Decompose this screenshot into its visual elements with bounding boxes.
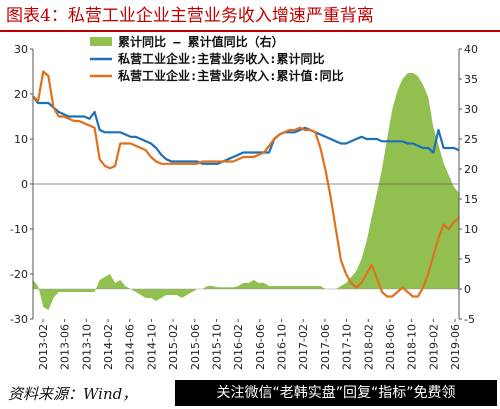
x-tick-label: 2013-02	[37, 324, 50, 370]
x-tick-label: 2018-02	[362, 324, 375, 370]
x-tick-label: 2015-10	[210, 324, 223, 370]
right-tick-label: 35	[464, 73, 478, 86]
source-note: 资料来源：Wind，	[8, 385, 138, 403]
x-tick-label: 2015-06	[189, 324, 202, 370]
footer: 资料来源：Wind， 关注微信“老韩实盘”回复“指标”免费领	[0, 378, 500, 409]
area-layer	[33, 73, 459, 310]
right-tick-label: -5	[464, 313, 475, 326]
legend-label-blue: 私营工业企业:主营业务收入:累计同比	[117, 51, 324, 66]
left-tick-label: -10	[10, 223, 28, 236]
zero-lines	[33, 183, 459, 290]
right-tick-label: 40	[464, 43, 478, 56]
x-tick-label: 2013-06	[59, 324, 72, 370]
line-series-cumulative-value-yoy	[32, 70, 460, 298]
x-tick-label: 2017-02	[297, 324, 310, 370]
x-tick-label: 2014-06	[124, 324, 137, 370]
left-tick-label: 30	[14, 43, 28, 56]
legend-label-area: 累计同比 – 累计值同比（右）	[118, 34, 284, 49]
left-tick-label: -30	[10, 313, 28, 326]
line-area-chart: 30 20 10 0 -10 -20 -30 40 35 30 25 20 15 10 5 0 -5 2013-0…	[10, 34, 478, 370]
left-tick-label: 10	[14, 133, 28, 146]
x-tick-label: 2016-02	[232, 324, 245, 370]
right-tick-label: 0	[464, 283, 471, 296]
left-tick-label: 0	[21, 178, 28, 191]
title-underline	[0, 30, 500, 32]
right-tick-label: 10	[464, 223, 478, 236]
line-series-cumulative-yoy	[32, 95, 460, 165]
left-tick-label: -20	[10, 268, 28, 281]
area-series-cumulative-diff	[33, 73, 459, 310]
legend: 累计同比 – 累计值同比（右） 私营工业企业:主营业务收入:累计同比 私营工业企…	[90, 34, 344, 83]
x-tick-label: 2015-02	[167, 324, 180, 370]
tick-labels: 30 20 10 0 -10 -20 -30 40 35 30 25 20 15 10 5 0 -5 2013-0…	[10, 43, 478, 370]
x-tick-label: 2014-02	[102, 324, 115, 370]
x-tick-label: 2018-06	[384, 324, 397, 370]
x-tick-label: 2019-06	[449, 324, 462, 370]
x-tick-label: 2013-10	[80, 324, 93, 370]
legend-label-orange: 私营工业企业:主营业务收入:累计值:同比	[117, 68, 344, 83]
chart-title: 图表4：私营工业企业主营业务收入增速严重背离	[6, 6, 374, 26]
left-tick-label: 20	[14, 88, 28, 101]
line-layer	[32, 70, 460, 298]
right-tick-label: 20	[464, 163, 478, 176]
right-tick-label: 5	[464, 253, 471, 266]
promo-banner[interactable]: 关注微信“老韩实盘”回复“指标”免费领	[175, 380, 497, 406]
right-tick-label: 30	[464, 103, 478, 116]
legend-swatch-area	[90, 37, 112, 46]
x-tick-label: 2019-02	[427, 324, 440, 370]
x-tick-label: 2014-10	[145, 324, 158, 370]
right-tick-label: 15	[464, 193, 478, 206]
x-tick-label: 2018-10	[406, 324, 419, 370]
x-tick-label: 2017-10	[341, 324, 354, 370]
x-tick-label: 2016-06	[254, 324, 267, 370]
x-tick-label: 2017-06	[319, 324, 332, 370]
right-tick-label: 25	[464, 133, 478, 146]
x-tick-label: 2016-10	[276, 324, 289, 370]
